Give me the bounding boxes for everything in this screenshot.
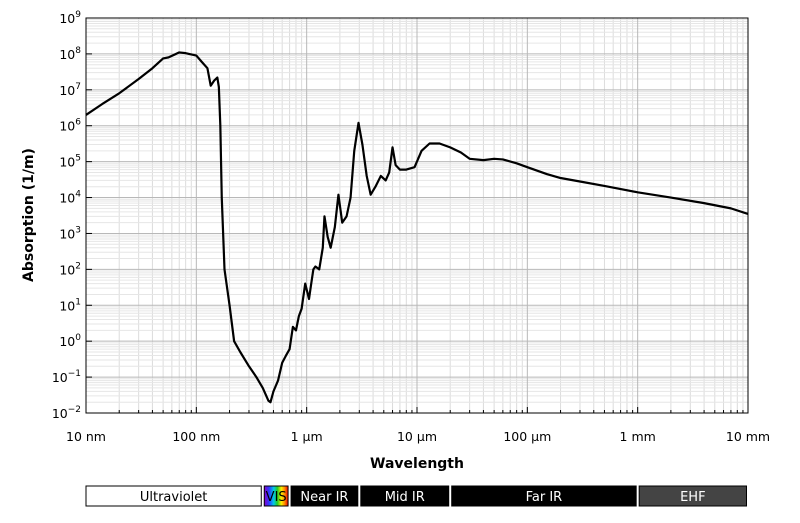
y-tick-label: 10−2 (52, 405, 81, 421)
x-tick-labels: 10 nm 100 nm 1 µm 10 µm 100 µm 1 mm 10 mm (66, 429, 770, 444)
band-label: EHF (680, 490, 705, 505)
y-axis-title: Absorption (1/m) (21, 148, 37, 282)
y-tick-label: 10−1 (52, 369, 81, 385)
y-tick-label: 108 (59, 46, 81, 62)
band-near-ir (290, 485, 359, 507)
x-tick-label: 10 nm (66, 429, 106, 444)
x-tick-label: 10 µm (397, 429, 437, 444)
band-ehf (638, 485, 748, 507)
band-mid-ir (360, 485, 450, 507)
band-label: Mid IR (385, 490, 425, 505)
y-tick-label: 101 (59, 297, 81, 313)
y-tick-label: 107 (59, 82, 81, 98)
y-tick-label: 104 (59, 190, 81, 206)
tick-marks (85, 17, 749, 414)
y-tick-label: 103 (59, 225, 81, 241)
absorption-series-line (85, 51, 749, 404)
band-label: Ultraviolet (140, 490, 208, 505)
x-tick-label: 10 mm (726, 429, 770, 444)
y-tick-label: 105 (59, 154, 81, 170)
band-ultraviolet (85, 485, 262, 507)
x-axis-title: Wavelength (370, 456, 464, 472)
x-tick-label: 1 µm (291, 429, 323, 444)
band-vis (263, 485, 289, 507)
y-tick-labels: 10−2 10−1 100 101 102 103 104 105 106 107 108 109 (52, 10, 81, 421)
spectrum-band-bar: Ultraviolet VIS Near IR Mid IR Far IR EHF (85, 485, 748, 507)
y-tick-label: 102 (59, 261, 81, 277)
band-label: VIS (266, 490, 287, 505)
y-tick-label: 109 (59, 10, 81, 26)
y-tick-label: 100 (59, 333, 81, 349)
x-tick-label: 1 mm (620, 429, 656, 444)
y-tick-label: 106 (59, 118, 81, 134)
x-tick-label: 100 nm (172, 429, 220, 444)
band-far-ir (451, 485, 637, 507)
x-tick-label: 100 µm (503, 429, 551, 444)
band-label: Near IR (300, 490, 348, 505)
band-label: Far IR (526, 490, 563, 505)
